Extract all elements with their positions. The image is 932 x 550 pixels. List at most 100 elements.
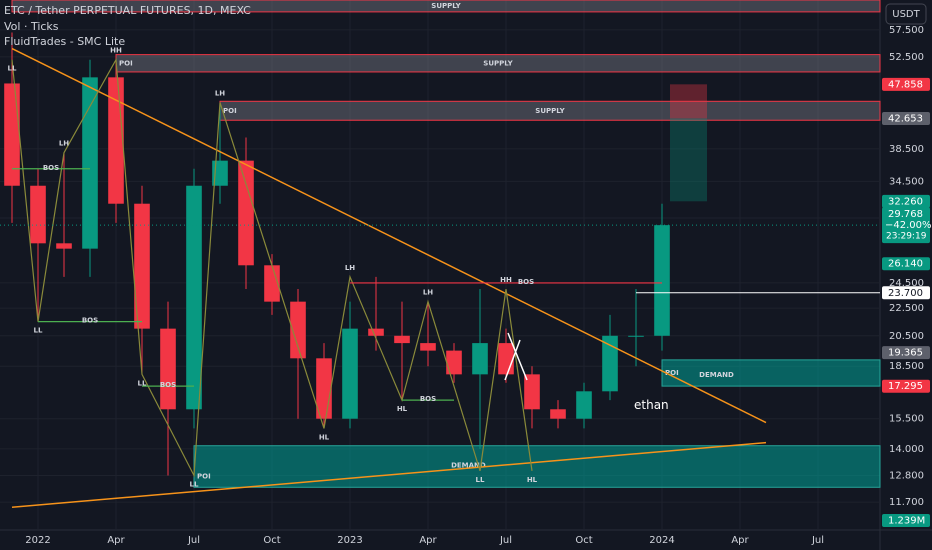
bos-label: BOS [420,395,436,403]
y-tick-label: 18.500 [889,361,924,372]
price-tag-label: 32.260 [888,196,923,207]
candle-body [238,160,254,266]
candle-body [446,350,462,375]
swing-label: LL [8,65,17,73]
y-tick-label: 57.500 [889,25,924,36]
currency-button[interactable] [885,3,927,25]
price-tag [882,194,930,208]
candle-body [368,328,384,336]
zone [661,359,881,387]
swing-label: HL [397,405,408,413]
candle-body [290,301,306,359]
bos-label: BOS [518,278,534,286]
swing-label: LL [138,379,147,387]
candle-body [420,343,436,351]
candle-body [160,328,176,410]
candle-body [628,335,644,337]
price-tag [882,207,930,244]
swing-label: HL [527,476,538,484]
candle-body [498,343,514,375]
price-tag [882,286,930,300]
candle-body [342,328,358,419]
price-change: −42.00% [885,220,932,231]
price-tag [882,346,930,360]
swing-label: HH [110,47,122,55]
swing-line [11,57,533,478]
indicator: Vol · Ticks [4,20,59,33]
x-tick-label: Apr [107,535,125,546]
candle-body [550,409,566,419]
zone-label: SUPPLY [431,2,461,10]
y-tick-label: 20.500 [889,331,924,342]
swing-label: LH [345,264,355,272]
last-price: 29.768 [888,209,923,220]
y-tick-label: 22.500 [889,303,924,314]
bos-label: BOS [160,381,176,389]
candle-body [576,391,592,419]
price-tag-label: 23.700 [888,288,923,299]
x-tick-label: Jul [811,535,824,546]
zone-label: DEMAND [451,461,486,469]
swing-label: HL [319,433,330,441]
candle-body [394,335,410,344]
candle-body [472,343,488,375]
candle-body [30,185,46,244]
volume-tag-label: 1.239M [888,516,925,527]
poi-label: POI [119,59,133,67]
candle-body [82,77,98,249]
zone-label: SUPPLY [535,107,565,115]
candle-body [56,243,72,249]
x-tick-label: Apr [419,535,437,546]
y-tick-label: 34.500 [889,176,924,187]
candle-body [186,185,202,410]
watermark: ethan [634,398,669,412]
candle-body [264,265,280,302]
candle-body [4,83,20,186]
stop-zone [670,84,707,119]
countdown: 23:29:19 [886,232,927,242]
swing-label: HH [500,276,512,284]
poi-label: POI [223,107,237,115]
trendline [11,47,767,424]
swing-label: LL [190,480,199,488]
candle-body [654,225,670,336]
plot: SUPPLY SUPPLY POI SUPPLY POI DEMAND POI DEMAND P… [0,0,881,530]
y-tick-label: 24.500 [889,278,924,289]
y-tick-label: 11.700 [889,497,924,508]
zone-label: DEMAND [699,371,734,379]
volume-tag [882,514,930,527]
price-tag [882,257,930,271]
price-tag [882,111,930,125]
zone [11,0,881,13]
candle-body [108,77,124,204]
bos-label: BOS [82,317,98,325]
swing-label: LL [34,327,43,335]
x-tick-label: Oct [575,535,592,546]
x-tick-label: 2024 [649,535,674,546]
price-tag [882,379,930,393]
currency[interactable]: USDT [892,9,920,20]
candle-body [134,203,150,329]
x-tick-label: Jul [499,535,512,546]
y-tick-label: 15.500 [889,414,924,425]
drawing [504,332,528,381]
swing-label: LL [476,476,485,484]
x-tick-label: Apr [731,535,749,546]
price-tag-label: 42.653 [888,113,923,124]
x-tick-label: 2023 [337,535,362,546]
poi-label: POI [665,369,679,377]
y-tick-label: 12.800 [889,470,924,481]
x-tick-label: Oct [263,535,280,546]
x-tick-label: 2022 [25,535,50,546]
trendline [11,441,767,508]
x-tick-label: Jul [187,535,200,546]
zone [193,445,881,488]
chart-title: ETC / Tether PERPETUAL FUTURES, 1D, MEXC [4,4,251,17]
price-tag-label: 17.295 [888,381,923,392]
indicator: FluidTrades - SMC Lite [4,35,125,48]
candle-body [524,374,540,410]
y-tick-label: 52.500 [889,52,924,63]
poi-label: POI [197,473,211,481]
y-tick-label: 14.000 [889,444,924,455]
